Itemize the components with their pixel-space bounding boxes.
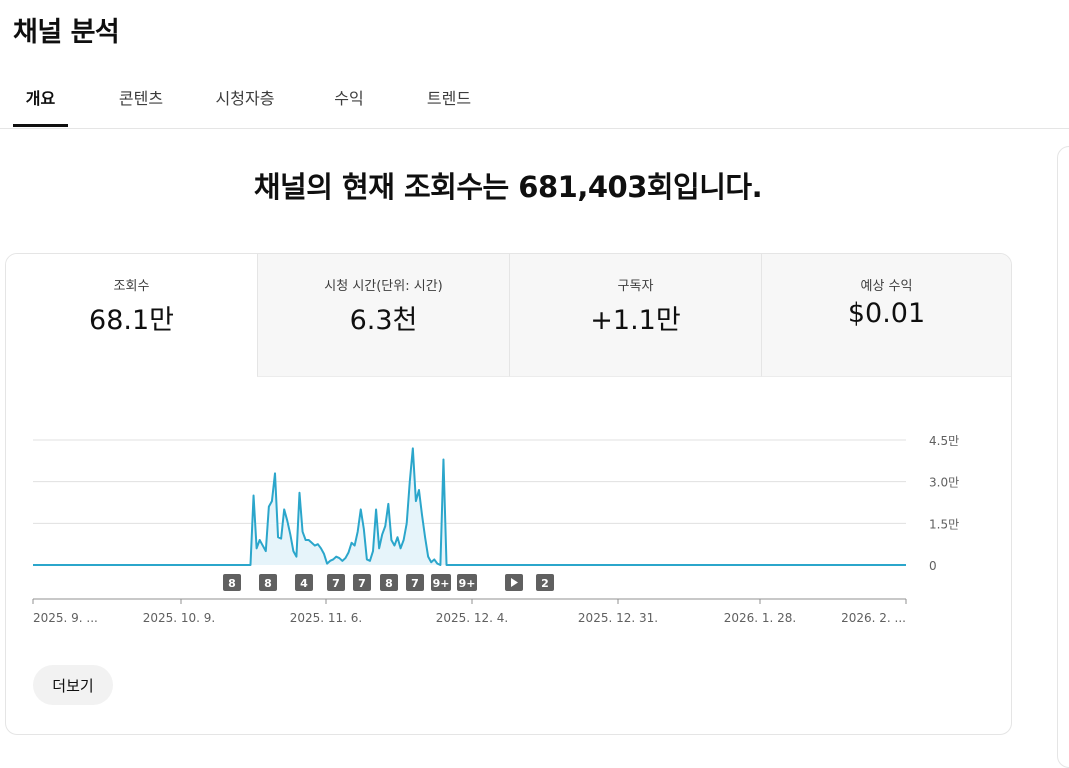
x-tick-label: 2025. 12. 31. <box>578 611 658 625</box>
marker-count: 8 <box>228 577 236 590</box>
analytics-card: 조회수 68.1만 시청 시간(단위: 시간) 6.3천 구독자 +1.1만 예… <box>5 253 1012 735</box>
page-title: 채널 분석 <box>13 17 120 48</box>
tab-content[interactable]: 콘텐츠 <box>118 89 164 108</box>
marker-count: 8 <box>385 577 393 590</box>
video-marker-badge[interactable]: 4 <box>295 574 313 591</box>
marker-count: 9+ <box>459 577 476 590</box>
marker-count: 4 <box>300 577 308 590</box>
more-button[interactable]: 더보기 <box>33 665 113 705</box>
x-tick-label: 2025. 11. 6. <box>290 611 363 625</box>
marker-count: 2 <box>541 577 549 590</box>
x-tick-label: 2026. 2. ... <box>841 611 906 625</box>
play-icon <box>511 578 518 587</box>
metric-value: 68.1만 <box>89 305 174 336</box>
y-tick-label: 4.5만 <box>929 434 959 448</box>
views-chart-svg: 8 8 4 7 7 8 7 9+ 9+ 2 0 1.5만 3.0만 4.5만 2025. 9. ... 20… <box>32 434 959 625</box>
video-marker-badge[interactable]: 9+ <box>431 574 451 591</box>
side-panel-card <box>1057 146 1069 768</box>
metric-value: +1.1만 <box>590 305 681 336</box>
video-marker-badge[interactable]: 8 <box>223 574 241 591</box>
video-marker-badge[interactable]: 7 <box>353 574 371 591</box>
views-area-fill <box>33 448 906 565</box>
metric-label: 조회수 <box>113 279 150 294</box>
video-marker-badge[interactable]: 7 <box>327 574 345 591</box>
x-tick-label: 2025. 9. ... <box>33 611 98 625</box>
views-series-line <box>33 447 906 566</box>
tab-revenue[interactable]: 수익 <box>334 89 364 108</box>
views-chart: 8 8 4 7 7 8 7 9+ 9+ 2 0 1.5만 3.0만 4.5만 2025. 9. ... 20… <box>6 377 1011 734</box>
video-marker-play[interactable] <box>505 574 523 591</box>
metric-value: 6.3천 <box>349 305 418 336</box>
metric-label: 예상 수익 <box>860 279 913 294</box>
y-tick-label: 3.0만 <box>929 476 959 490</box>
tab-overview[interactable]: 개요 <box>13 78 68 127</box>
metric-label: 구독자 <box>617 279 654 294</box>
video-marker-badge[interactable]: 7 <box>406 574 424 591</box>
tab-bar: 개요 콘텐츠 시청자층 수익 트렌드 <box>0 78 1069 129</box>
metric-value: $0.01 <box>847 298 926 329</box>
marker-count: 8 <box>264 577 272 590</box>
metric-tab-watch-time[interactable]: 시청 시간(단위: 시간) 6.3천 <box>257 254 509 377</box>
marker-count: 7 <box>332 577 340 590</box>
y-tick-label: 1.5만 <box>929 517 959 531</box>
video-marker-badge[interactable]: 9+ <box>457 574 477 591</box>
metric-tab-subscribers[interactable]: 구독자 +1.1만 <box>509 254 761 377</box>
channel-views-headline: 채널의 현재 조회수는 681,403회입니다. <box>253 170 763 204</box>
x-tick-label: 2026. 1. 28. <box>724 611 797 625</box>
metric-tab-estimated-revenue[interactable]: 예상 수익 $0.01 <box>761 254 1011 377</box>
tab-audience[interactable]: 시청자층 <box>215 89 275 108</box>
y-tick-label: 0 <box>929 559 937 573</box>
video-marker-badge[interactable]: 8 <box>380 574 398 591</box>
metric-tab-views[interactable]: 조회수 68.1만 <box>6 254 257 377</box>
x-tick-label: 2025. 10. 9. <box>143 611 216 625</box>
video-marker-badge[interactable]: 8 <box>259 574 277 591</box>
marker-count: 7 <box>358 577 366 590</box>
marker-count: 7 <box>411 577 419 590</box>
metric-label: 시청 시간(단위: 시간) <box>324 279 443 294</box>
video-marker-badge[interactable]: 2 <box>536 574 554 591</box>
tab-trends[interactable]: 트렌드 <box>426 89 472 108</box>
marker-count: 9+ <box>433 577 450 590</box>
x-tick-label: 2025. 12. 4. <box>436 611 509 625</box>
